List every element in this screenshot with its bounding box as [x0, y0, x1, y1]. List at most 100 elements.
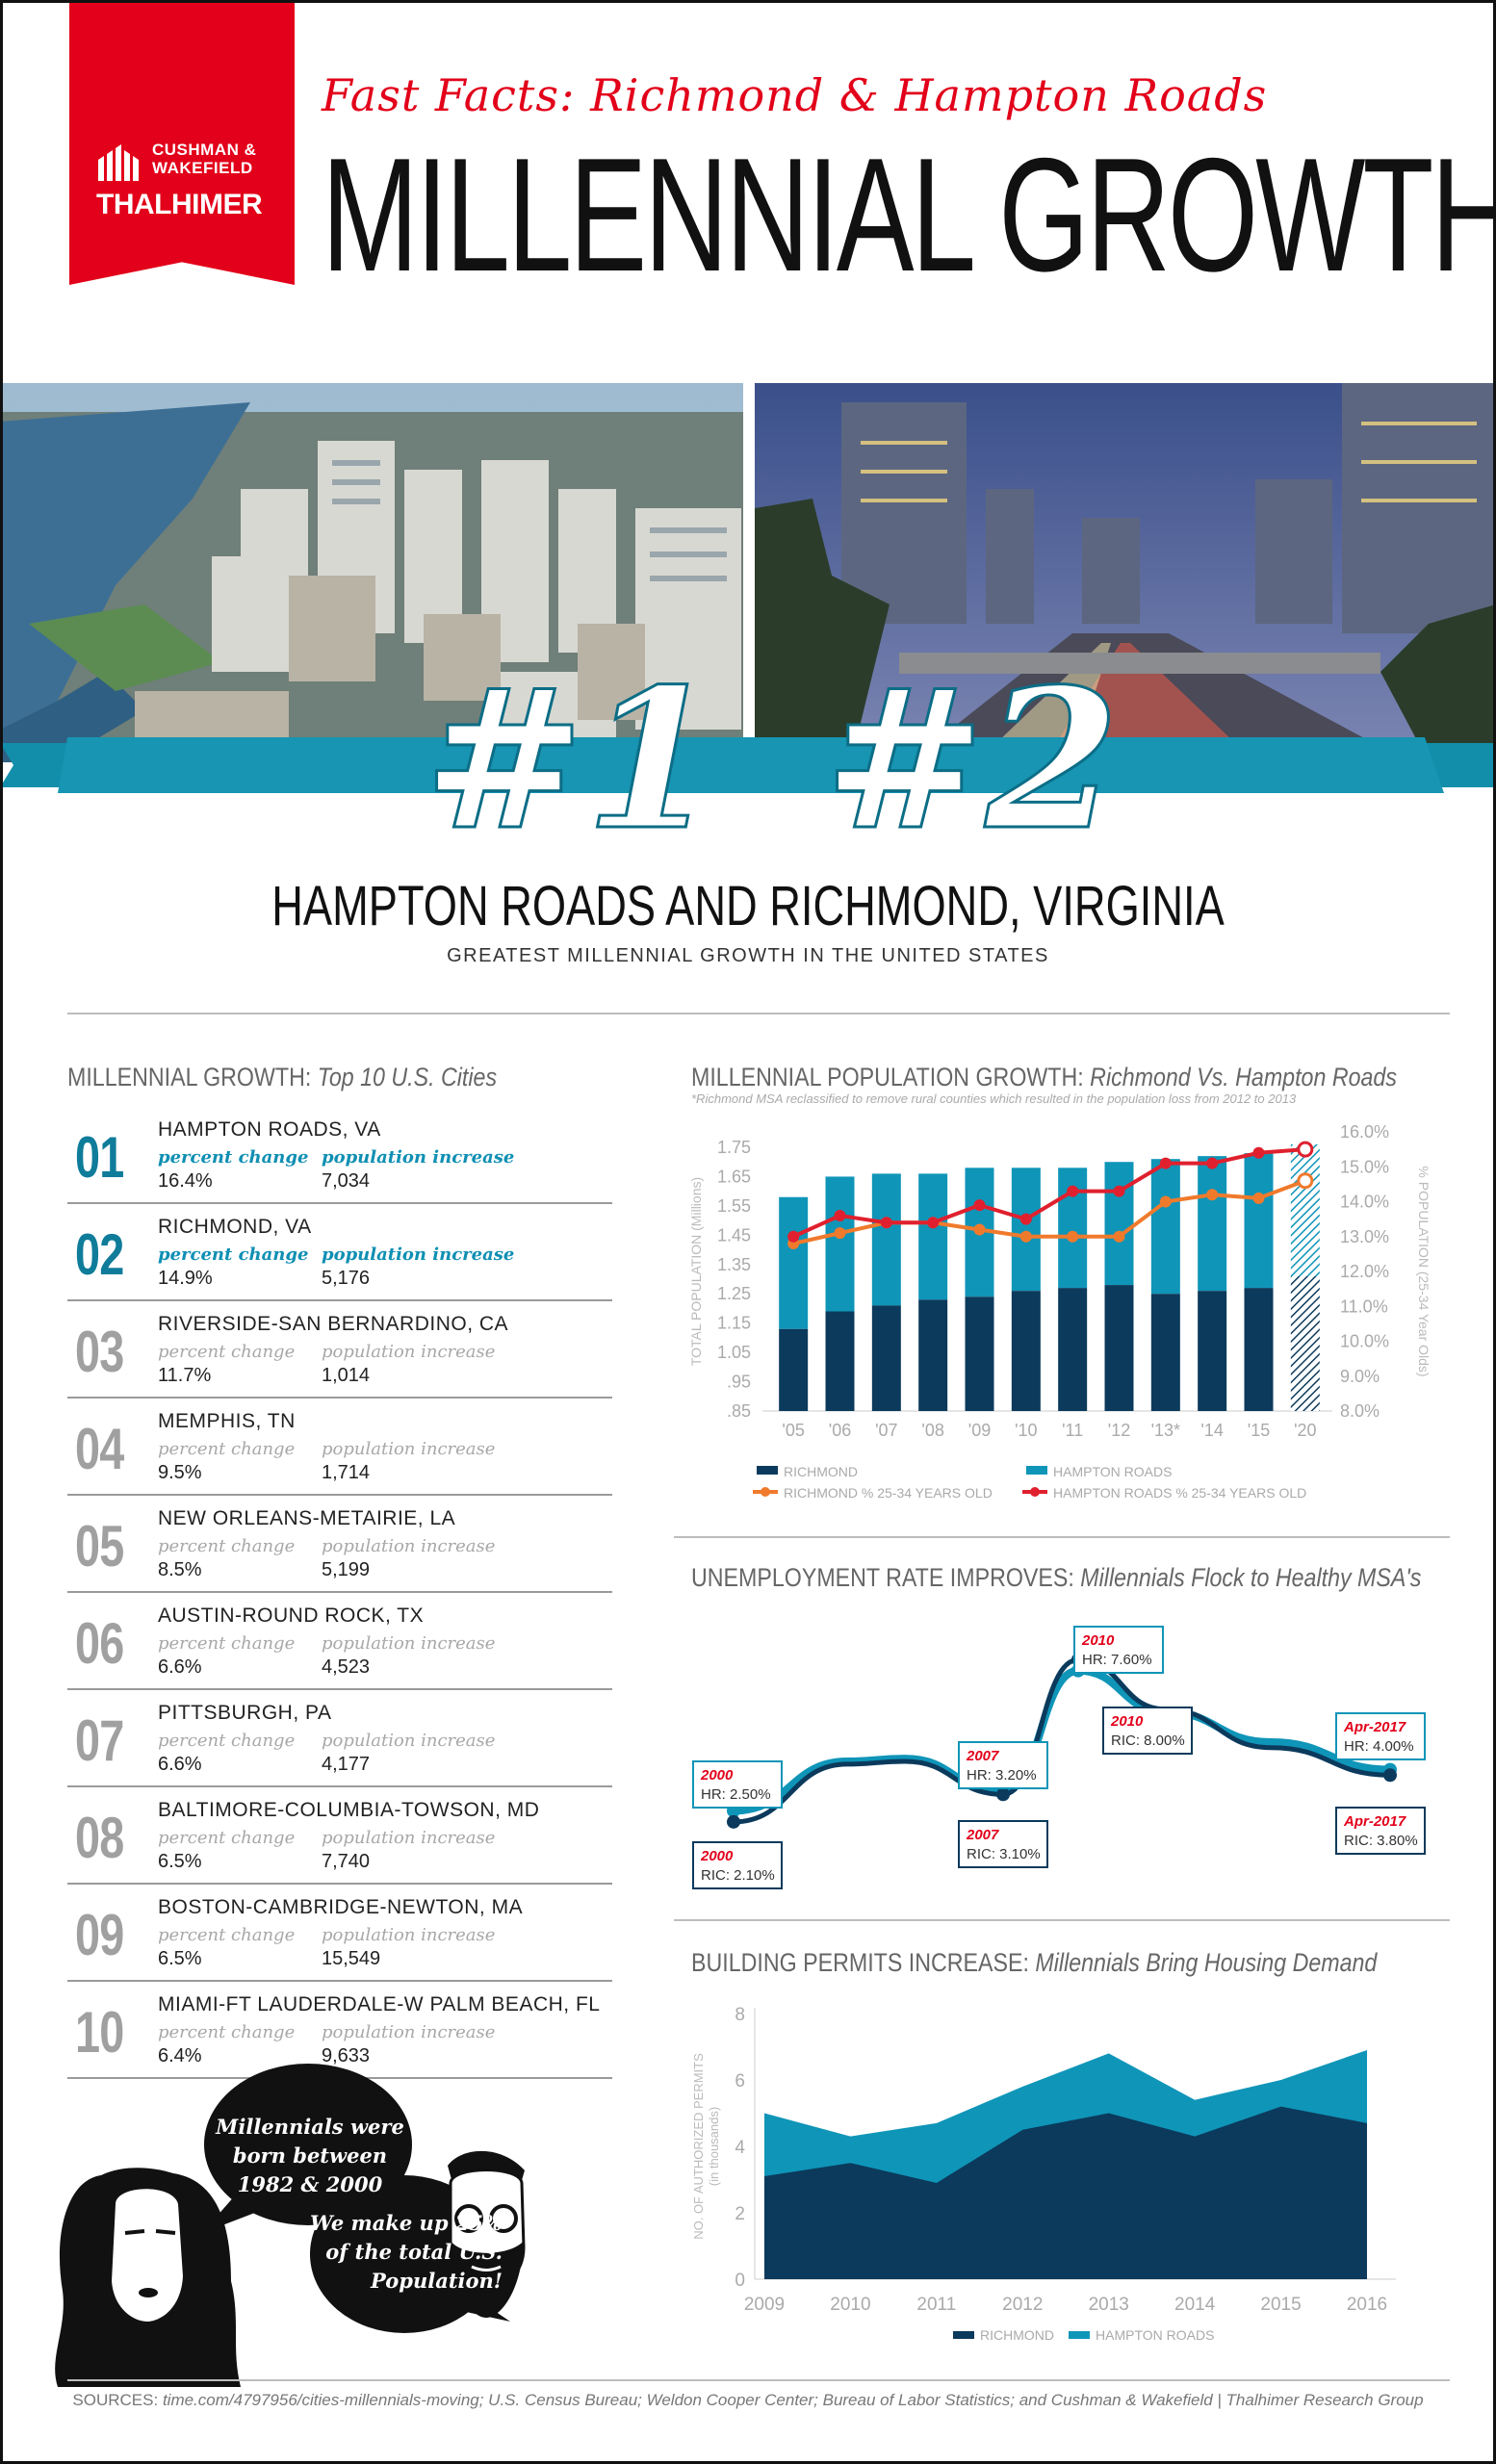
unemployment-chart-title-italic: Millennials Flock to Healthy MSA's [1080, 1563, 1422, 1592]
y2-tick-label: 12.0% [1340, 1262, 1389, 1281]
sources-text: time.com/4797956/cities-millennials-movi… [162, 2391, 1424, 2409]
bar-richmond [965, 1296, 994, 1411]
y-tick-label: 1.55 [717, 1196, 751, 1216]
permits-chart-heading: BUILDING PERMITS INCREASE: Millennials B… [691, 1948, 1377, 1978]
city-name: RICHMOND, VA [158, 1216, 312, 1238]
city-rank: 01 [75, 1125, 124, 1190]
city-row: 10 MIAMI-FT LAUDERDALE-W PALM BEACH, FL pe… [67, 1982, 612, 2079]
hampton-roads-pct-line-point [834, 1210, 846, 1221]
population-increase-value: 9,633 [322, 2045, 371, 2066]
bar-richmond [1244, 1288, 1274, 1411]
x-tick-label: '10 [1015, 1421, 1037, 1440]
hampton-roads-pct-line-point [1067, 1185, 1079, 1197]
population-increase-value: 5,199 [322, 1559, 371, 1580]
legend-label: HAMPTON ROADS [1096, 2327, 1214, 2343]
richmond-unemployment-line-point [996, 1787, 1010, 1802]
brand-name: THALHIMER [96, 189, 263, 220]
top10-heading-italic: Top 10 U.S. Cities [317, 1063, 498, 1091]
city-name: BALTIMORE-COLUMBIA-TOWSON, MD [158, 1799, 540, 1821]
population-increase-label: population increase [322, 1925, 496, 1945]
rank-richmond: #2 [823, 647, 1122, 873]
y-tick-label: 4 [735, 2138, 745, 2158]
percent-change-label: percent change [158, 1536, 296, 1556]
annotation-box [692, 1760, 783, 1809]
y-tick-label: 8 [735, 2005, 745, 2025]
permits-chart-title: BUILDING PERMITS INCREASE: [691, 1948, 1029, 1977]
y2-tick-label: 10.0% [1340, 1332, 1389, 1351]
y2-tick-label: 11.0% [1340, 1296, 1388, 1316]
annotation-year: 2000 [700, 1767, 734, 1784]
bar-richmond [1058, 1288, 1088, 1411]
population-increase-label: population increase [322, 1633, 496, 1654]
photo-richmond [755, 383, 1496, 762]
building-logo-icon [98, 144, 139, 181]
bar-hampton-roads [1104, 1162, 1134, 1286]
permits-chart-title-italic: Millennials Bring Housing Demand [1035, 1948, 1378, 1977]
y2-axis-label: % POPULATION (25-34 Year Olds) [1416, 1166, 1432, 1376]
population-increase-label: population increase [322, 2022, 496, 2042]
population-chart: 1.75 1.65 1.55 1.45 1.35 1.25 1.15 1.05 .95 .85 16… [688, 1122, 1432, 1501]
annotation-year: 2010 [1081, 1632, 1115, 1649]
top10-heading: MILLENNIAL GROWTH: Top 10 U.S. Cities [67, 1063, 497, 1092]
x-tick-label: '05 [782, 1421, 804, 1440]
photo-hampton-roads [0, 383, 743, 762]
millennial-illustration [55, 2064, 526, 2387]
population-increase-value: 4,177 [322, 1754, 371, 1775]
brand-line2: WAKEFIELD [152, 159, 253, 177]
percent-change-value: 11.7% [158, 1365, 212, 1386]
divider [67, 2379, 1450, 2381]
permits-chart: 8 6 4 2 0 NO. OF AUTHORIZED PERMITS (in thousa… [691, 2005, 1396, 2343]
hampton-roads-pct-line-point [787, 1230, 800, 1243]
hampton-roads-pct-line-point [1206, 1157, 1219, 1169]
y-axis-label-units: (in thousands) [707, 2107, 721, 2186]
city-name: AUSTIN-ROUND ROCK, TX [158, 1604, 425, 1627]
x-tick-label: 2014 [1174, 2295, 1216, 2315]
y-tick-label: .95 [727, 1373, 751, 1392]
y2-tick-label: 15.0% [1340, 1157, 1389, 1176]
y-axis-label: NO. OF AUTHORIZED PERMITS [691, 2053, 706, 2240]
percent-change-label: percent change [158, 1633, 296, 1654]
richmond-pct-line-point [1067, 1230, 1079, 1243]
legend-label: RICHMOND % 25-34 YEARS OLD [784, 1485, 993, 1501]
y2-tick-label: 14.0% [1340, 1193, 1389, 1212]
city-row: 04 MEMPHIS, TN percent change population in… [67, 1399, 612, 1496]
y-tick-label: 6 [735, 2071, 745, 2092]
bar-richmond [1011, 1291, 1041, 1411]
y-tick-label: 2 [735, 2204, 745, 2224]
x-tick-label: '12 [1108, 1421, 1130, 1440]
population-increase-value: 1,714 [322, 1462, 371, 1483]
y-tick-label: .85 [727, 1401, 751, 1421]
bubble-text-1: Millennials were born between 1982 & 200… [214, 2113, 406, 2199]
annotation-year: 2000 [700, 1848, 734, 1864]
legend-marker [1030, 1487, 1040, 1497]
annotation-value: RIC: 8.00% [1111, 1732, 1185, 1749]
richmond-pct-line-point [1252, 1192, 1265, 1204]
city-name: BOSTON-CAMBRIDGE-NEWTON, MA [158, 1896, 524, 1918]
population-increase-label: population increase [322, 1342, 496, 1362]
population-chart-note: *Richmond MSA reclassified to remove rur… [691, 1091, 1297, 1106]
population-increase-value: 15,549 [322, 1948, 381, 1969]
man-face-icon [448, 2150, 526, 2318]
city-row: 09 BOSTON-CAMBRIDGE-NEWTON, MA percent cha… [67, 1885, 612, 1982]
legend-label: HAMPTON ROADS % 25-34 YEARS OLD [1053, 1485, 1306, 1501]
y-tick-label: 1.15 [717, 1314, 751, 1333]
divider [674, 1536, 1450, 1538]
legend-swatch [953, 2331, 974, 2339]
annotation-box [958, 1741, 1048, 1789]
x-tick-label: '13* [1151, 1421, 1180, 1440]
percent-change-label: percent change [158, 1828, 296, 1848]
bar-hampton-roads [918, 1173, 948, 1300]
annotation-value: RIC: 3.80% [1344, 1833, 1418, 1849]
percent-change-label: percent change [158, 1439, 296, 1459]
x-tick-label: 2015 [1260, 2295, 1301, 2315]
bar-richmond [1104, 1285, 1134, 1411]
x-tick-label: '20 [1294, 1421, 1316, 1440]
bar-hampton-roads [1198, 1156, 1227, 1292]
percent-change-label: percent change [158, 1925, 296, 1945]
bar-richmond [871, 1305, 901, 1411]
percent-change-value: 14.9% [158, 1268, 213, 1289]
sources-label: SOURCES: [72, 2391, 159, 2409]
population-increase-label: population increase [322, 1147, 515, 1168]
x-tick-label: '08 [921, 1421, 943, 1440]
city-row: 08 BALTIMORE-COLUMBIA-TOWSON, MD percent c… [67, 1787, 612, 1885]
